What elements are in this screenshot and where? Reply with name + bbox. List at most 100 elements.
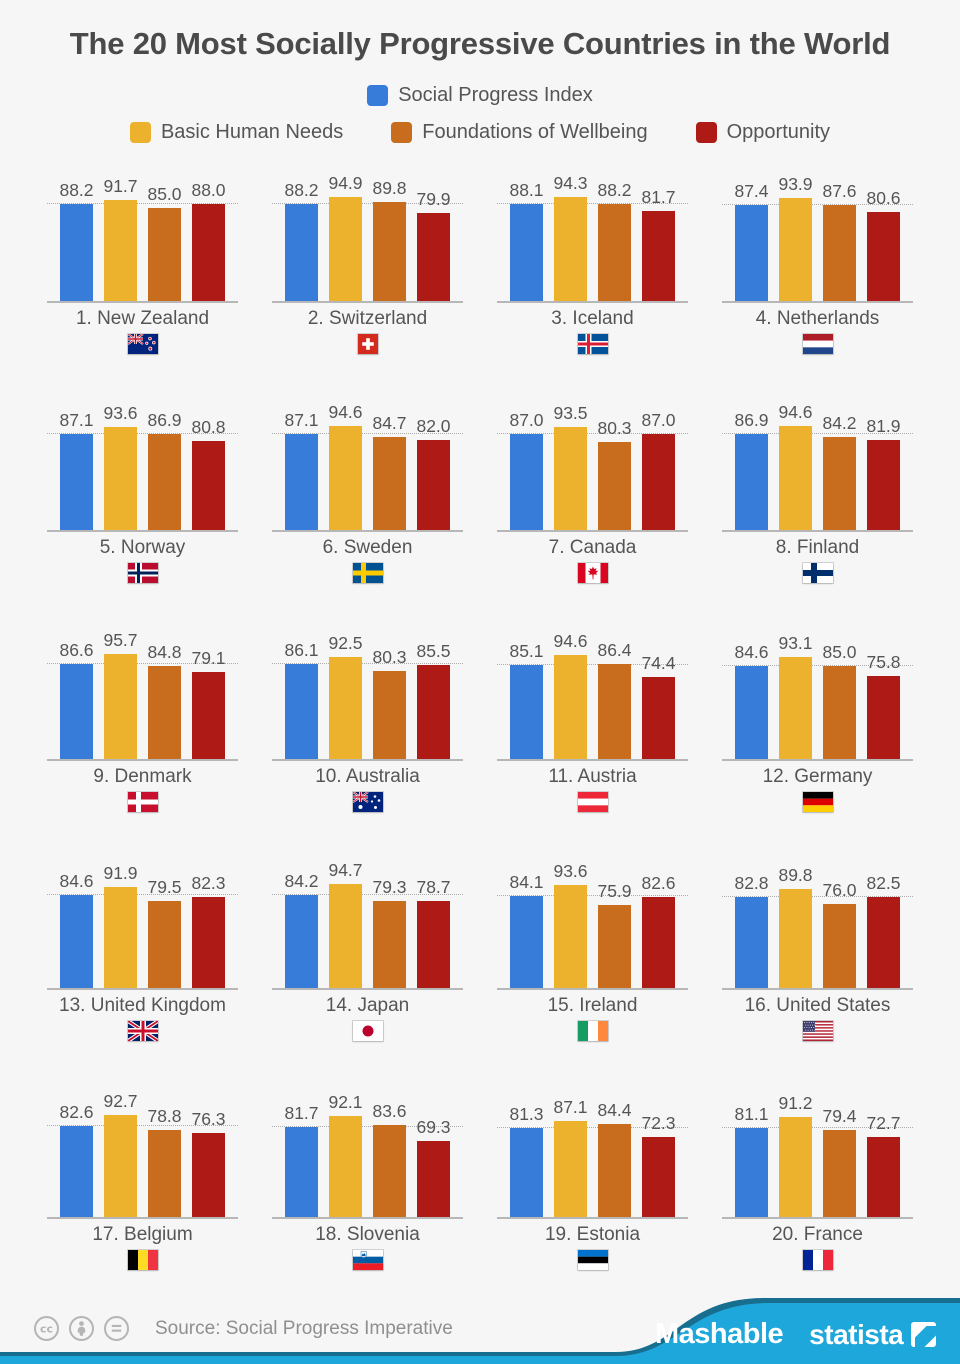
country-chart-belgium: 82.6 92.7 78.8 76.3 17. Belgium <box>30 1081 255 1270</box>
country-label: 13. United Kingdom <box>59 995 226 1016</box>
spi-reference-gridline <box>722 895 913 897</box>
spi-reference-gridline <box>722 203 913 205</box>
country-charts-grid: 88.2 91.7 85.0 88.0 1. New Zealand 88.2 94.9 8… <box>30 165 930 1270</box>
value-label-basic-human-needs: 94.7 <box>328 859 363 880</box>
value-label-foundations-of-wellbeing: 79.4 <box>822 1105 857 1126</box>
country-label: 14. Japan <box>325 995 410 1016</box>
bar-basic-human-needs: 94.3 <box>553 173 588 301</box>
value-label-foundations-of-wellbeing: 86.9 <box>147 410 182 431</box>
bar-social-progress-index: 82.8 <box>734 873 769 988</box>
value-label-basic-human-needs: 94.6 <box>328 401 363 422</box>
cc-icon: cc <box>34 1316 59 1341</box>
value-label-foundations-of-wellbeing: 88.2 <box>597 179 632 200</box>
value-label-opportunity: 82.0 <box>416 415 451 436</box>
bar-social-progress-index: 87.4 <box>734 181 769 301</box>
value-label-social-progress-index: 88.1 <box>509 180 544 201</box>
country-chart-france: 81.1 91.2 79.4 72.7 20. France <box>705 1081 930 1270</box>
legend-item-foundations-of-wellbeing: Foundations of Wellbeing <box>391 121 648 144</box>
value-label-basic-human-needs: 92.7 <box>103 1091 138 1112</box>
value-label-opportunity: 79.9 <box>416 189 451 210</box>
attribution-icon <box>69 1316 94 1341</box>
slovenia-flag-icon <box>255 1250 480 1270</box>
chart-baseline <box>272 759 463 761</box>
bar-basic-human-needs: 94.6 <box>778 402 813 530</box>
bar-foundations-of-wellbeing: 80.3 <box>372 647 407 759</box>
value-label-opportunity: 72.7 <box>866 1113 901 1134</box>
equality-icon <box>104 1316 129 1341</box>
germany-flag-icon <box>705 792 930 812</box>
page-title: The 20 Most Socially Progressive Countri… <box>69 26 891 61</box>
chart-baseline <box>497 759 688 761</box>
bar-opportunity: 75.8 <box>866 652 901 759</box>
chart-baseline <box>722 1217 913 1219</box>
country-label: 7. Canada <box>548 537 637 558</box>
country-chart-netherlands: 87.4 93.9 87.6 80.6 4. Netherlands <box>705 165 930 354</box>
legend-item-opportunity: Opportunity <box>695 121 831 144</box>
legend-label: Opportunity <box>726 121 831 143</box>
bar-basic-human-needs: 93.9 <box>778 174 813 301</box>
value-label-basic-human-needs: 91.9 <box>103 862 138 883</box>
chart-baseline <box>497 1217 688 1219</box>
bar-basic-human-needs: 94.6 <box>553 631 588 759</box>
value-label-social-progress-index: 87.4 <box>734 180 769 201</box>
value-label-basic-human-needs: 94.3 <box>553 173 588 194</box>
bar-social-progress-index: 84.1 <box>509 872 544 988</box>
country-chart-slovenia: 81.7 92.1 83.6 69.3 18. Slovenia <box>255 1081 480 1270</box>
country-label: 11. Austria <box>548 766 637 787</box>
country-label: 2. Switzerland <box>307 308 428 329</box>
value-label-basic-human-needs: 93.6 <box>103 403 138 424</box>
bar-foundations-of-wellbeing: 86.9 <box>147 410 182 530</box>
value-label-social-progress-index: 87.1 <box>284 410 319 431</box>
bar-social-progress-index: 84.6 <box>59 871 94 988</box>
value-label-foundations-of-wellbeing: 84.4 <box>597 1100 632 1121</box>
bar-basic-human-needs: 91.7 <box>103 176 138 301</box>
bar-opportunity: 82.3 <box>191 873 226 988</box>
united-kingdom-flag-icon <box>30 1021 255 1041</box>
bar-foundations-of-wellbeing: 75.9 <box>597 881 632 988</box>
spi-reference-gridline <box>497 664 688 666</box>
spi-reference-gridline <box>272 202 463 204</box>
country-chart-denmark: 86.6 95.7 84.8 79.1 9. Denmark <box>30 623 255 812</box>
belgium-flag-icon <box>30 1250 255 1270</box>
bar-foundations-of-wellbeing: 85.0 <box>822 642 857 759</box>
chart-baseline <box>722 759 913 761</box>
netherlands-flag-icon <box>705 334 930 354</box>
bar-basic-human-needs: 95.7 <box>103 630 138 759</box>
legend-label: Social Progress Index <box>398 84 593 106</box>
value-label-social-progress-index: 82.6 <box>59 1102 94 1123</box>
canada-flag-icon <box>480 563 705 583</box>
australia-flag-icon <box>255 792 480 812</box>
value-label-social-progress-index: 81.3 <box>509 1103 544 1124</box>
value-label-basic-human-needs: 89.8 <box>778 865 813 886</box>
bar-basic-human-needs: 93.5 <box>553 403 588 530</box>
chart-baseline <box>272 1217 463 1219</box>
value-label-social-progress-index: 87.0 <box>509 410 544 431</box>
bar-foundations-of-wellbeing: 87.6 <box>822 181 857 301</box>
iceland-flag-icon <box>480 334 705 354</box>
value-label-opportunity: 81.7 <box>641 187 676 208</box>
bar-opportunity: 82.5 <box>866 873 901 988</box>
spi-reference-gridline <box>272 663 463 665</box>
chart-baseline <box>272 301 463 303</box>
chart-baseline <box>272 530 463 532</box>
value-label-basic-human-needs: 95.7 <box>103 629 138 650</box>
bar-basic-human-needs: 87.1 <box>553 1097 588 1217</box>
spi-reference-gridline <box>47 202 238 204</box>
spi-reference-gridline <box>47 662 238 664</box>
footer: cc Source: Social Progress Imperative Ma… <box>0 1294 960 1364</box>
bar-opportunity: 74.4 <box>641 653 676 759</box>
value-label-foundations-of-wellbeing: 76.0 <box>822 880 857 901</box>
bar-social-progress-index: 87.1 <box>59 410 94 530</box>
value-label-foundations-of-wellbeing: 85.0 <box>147 183 182 204</box>
value-label-foundations-of-wellbeing: 84.2 <box>822 413 857 434</box>
legend-label: Basic Human Needs <box>160 121 344 143</box>
value-label-foundations-of-wellbeing: 84.8 <box>147 641 182 662</box>
chart-baseline <box>722 301 913 303</box>
spi-reference-gridline <box>497 433 688 435</box>
bar-opportunity: 79.1 <box>191 648 226 759</box>
bar-opportunity: 81.9 <box>866 416 901 530</box>
bar-opportunity: 79.9 <box>416 189 451 301</box>
bar-social-progress-index: 87.0 <box>509 410 544 530</box>
chart-baseline <box>47 988 238 990</box>
value-label-opportunity: 87.0 <box>641 410 676 431</box>
